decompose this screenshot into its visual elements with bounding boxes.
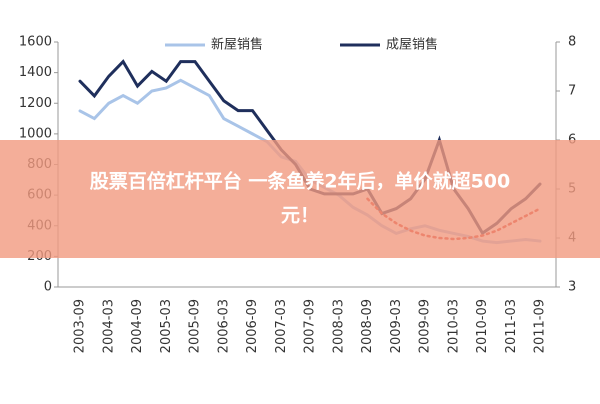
x-tick-label: 2005-03 xyxy=(159,299,174,353)
x-tick-label: 2010-03 xyxy=(446,299,461,353)
banner-text: 股票百倍杠杆平台 一条鱼养2年后，单价就超500 xyxy=(90,170,511,193)
legend-label: 成屋销售 xyxy=(386,37,438,53)
x-tick-label: 2009-03 xyxy=(389,299,404,353)
x-tick-label: 2004-03 xyxy=(101,299,116,353)
y-tick-label: 1600 xyxy=(19,35,52,50)
x-tick-label: 2003-09 xyxy=(73,299,88,353)
legend-label: 新屋销售 xyxy=(211,37,263,53)
banner-text: 元！ xyxy=(281,205,319,227)
x-tick-label: 2007-03 xyxy=(274,299,289,353)
x-tick-label: 2007-09 xyxy=(303,299,318,353)
banner-bg xyxy=(0,140,600,258)
x-tick-label: 2010-09 xyxy=(475,299,490,353)
x-tick-label: 2005-09 xyxy=(188,299,203,353)
y-tick-label: 1400 xyxy=(19,65,52,80)
banner: 股票百倍杠杆平台 一条鱼养2年后，单价就超500 元！ xyxy=(0,140,600,258)
y-tick-label: 1000 xyxy=(19,126,52,141)
y-tick-label: 1200 xyxy=(19,96,52,111)
x-tick-label: 2011-03 xyxy=(504,299,519,353)
x-tick-label: 2008-09 xyxy=(360,299,375,353)
y2-tick-label: 3 xyxy=(568,280,576,295)
y2-tick-label: 8 xyxy=(568,35,576,50)
x-tick-label: 2004-09 xyxy=(130,299,145,353)
x-tick-label: 2006-09 xyxy=(245,299,260,353)
x-tick-label: 2008-03 xyxy=(331,299,346,353)
y2-tick-label: 7 xyxy=(568,84,576,99)
y-tick-label: 0 xyxy=(44,280,52,295)
x-tick-label: 2006-03 xyxy=(216,299,231,353)
x-tick-label: 2011-09 xyxy=(533,299,548,353)
x-tick-label: 2009-09 xyxy=(418,299,433,353)
